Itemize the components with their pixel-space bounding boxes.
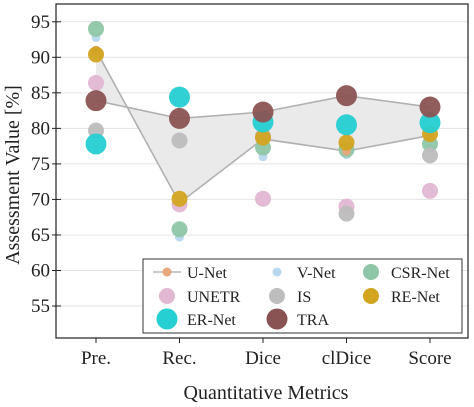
y-axis-title: Assessment Value [%] (2, 85, 24, 265)
axes: 55 60 65 70 75 80 85 90 95 Pre. Rec. Dice clDice Scor… (31, 3, 469, 369)
legend-marker-v-net (272, 267, 282, 277)
legend-label-re-net: RE-Net (391, 289, 440, 306)
point-tra-score (419, 96, 441, 118)
point-tra-rec (169, 107, 190, 129)
x-tick-label: clDice (322, 348, 372, 369)
legend-label-csr-net: CSR-Net (391, 265, 450, 282)
plot-frame (55, 3, 469, 339)
legend-label-tra: TRA (297, 312, 329, 329)
point-is-score (422, 147, 438, 164)
point-tra-cldice (336, 85, 357, 107)
y-tick-label: 80 (31, 118, 50, 139)
legend: U-Net V-Net CSR-Net UNETR IS RE-Net ER-Net TRA (142, 258, 463, 334)
legend-label-is: IS (297, 289, 311, 306)
y-tick-label: 90 (31, 47, 50, 68)
point-er-net-cldice (336, 114, 357, 136)
point-unetr-pre (88, 74, 104, 91)
point-re-net-dice (255, 129, 271, 146)
y-tick-label: 65 (31, 225, 50, 246)
legend-marker-u-net (162, 267, 172, 277)
point-er-net-score (419, 112, 441, 134)
legend-marker-er-net (156, 308, 178, 330)
y-tick-label: 95 (31, 12, 50, 33)
legend-label-unetr: UNETR (187, 289, 241, 306)
legend-label-er-net: ER-Net (187, 312, 236, 329)
y-tick-label: 55 (31, 296, 50, 317)
x-tick-label: Pre. (81, 348, 111, 369)
point-is-cldice (338, 205, 355, 222)
point-unetr-dice (255, 190, 271, 207)
point-re-net-rec (171, 190, 188, 207)
y-tick-label: 75 (31, 154, 50, 175)
y-tick-label: 85 (31, 83, 50, 104)
legend-marker-re-net (363, 288, 379, 304)
point-is-rec (171, 132, 188, 149)
point-unetr-score (422, 182, 438, 199)
legend-box (142, 258, 463, 334)
legend-label-u-net: U-Net (187, 265, 228, 282)
point-er-net-pre (85, 133, 107, 155)
legend-marker-is (269, 288, 285, 304)
legend-label-v-net: V-Net (297, 265, 336, 282)
x-tick-label: Dice (245, 348, 281, 369)
y-tick-label: 70 (31, 189, 50, 210)
point-tra-dice (252, 101, 274, 123)
point-re-net-cldice (338, 134, 355, 151)
y-tick-label: 60 (31, 260, 50, 281)
point-er-net-rec (169, 86, 190, 108)
legend-marker-unetr (159, 288, 175, 304)
legend-marker-tra (266, 308, 288, 330)
point-re-net-pre (88, 46, 104, 63)
point-tra-pre (85, 90, 107, 112)
point-csr-net-rec (171, 221, 188, 238)
data-marks (85, 20, 441, 242)
x-tick-label: Rec. (162, 348, 196, 369)
point-csr-net-pre (88, 20, 104, 37)
legend-marker-csr-net (363, 264, 379, 280)
x-tick-label: Score (408, 348, 451, 369)
x-axis-title: Quantitative Metrics (184, 382, 349, 404)
